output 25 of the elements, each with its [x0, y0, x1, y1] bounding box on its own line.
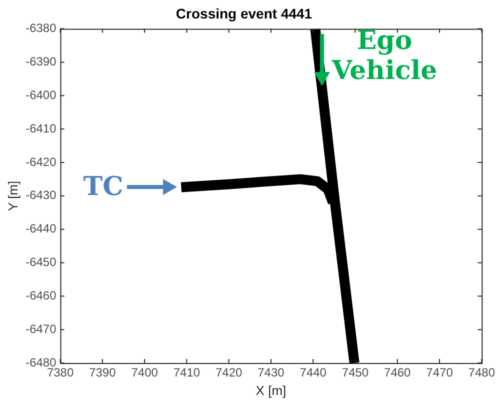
x-tick-label: 7440 — [300, 366, 327, 380]
y-tick-label: -6470 — [26, 322, 57, 336]
x-tick-label: 7390 — [89, 366, 116, 380]
y-axis-title: Y [m] — [5, 180, 20, 211]
chart-title: Crossing event 4441 — [176, 5, 312, 22]
annotation: Ego Vehicle — [330, 26, 438, 86]
x-tick-label: 7470 — [426, 366, 454, 380]
x-tick-label: 7400 — [131, 366, 158, 380]
x-tick-label: 7420 — [215, 366, 243, 380]
x-axis-title: X [m] — [256, 382, 286, 398]
y-tick-label: -6440 — [26, 222, 57, 236]
x-tick-label: 7460 — [384, 366, 412, 380]
x-tick-label: 7450 — [342, 366, 369, 380]
y-tick-label: -6420 — [26, 154, 57, 169]
y-tick-label: -6410 — [26, 121, 57, 136]
annotation: TC — [83, 172, 124, 202]
x-tick-label: 7410 — [173, 366, 200, 380]
y-tick-label: -6390 — [26, 54, 57, 69]
y-tick-label: -6380 — [26, 21, 57, 36]
x-tick-label: 7430 — [258, 366, 285, 380]
y-tick-label: -6460 — [26, 288, 57, 302]
y-tick-label: -6450 — [26, 255, 57, 270]
y-tick-label: -6430 — [26, 188, 57, 202]
y-tick-label: -6400 — [26, 88, 57, 102]
x-tick-label: 7480 — [468, 366, 496, 380]
